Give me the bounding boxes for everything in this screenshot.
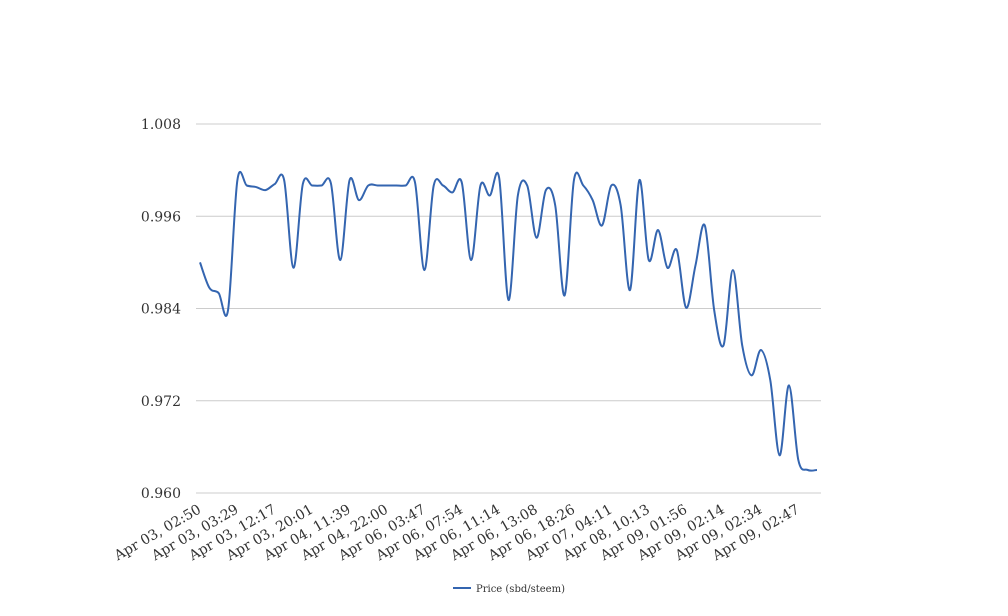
legend-text: Price (sbd/steem) xyxy=(476,584,565,595)
y-tick-label: 0.960 xyxy=(141,486,181,502)
y-tick-label: 0.996 xyxy=(141,209,181,225)
y-tick-label: 1.008 xyxy=(141,117,181,133)
line xyxy=(199,171,818,472)
y-tick-label: 0.972 xyxy=(141,394,181,410)
y-tick-label: 0.984 xyxy=(141,302,181,318)
